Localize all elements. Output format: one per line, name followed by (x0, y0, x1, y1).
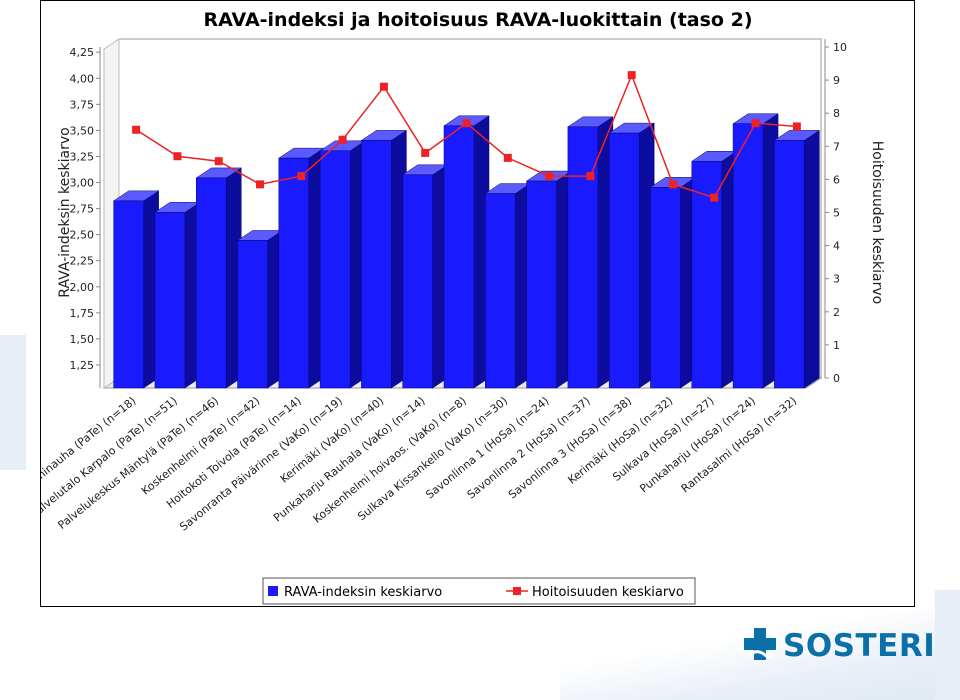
series-point (214, 157, 223, 166)
series-point (792, 122, 801, 131)
bar (402, 174, 433, 389)
series-point (751, 119, 760, 128)
background-decoration-right (935, 590, 960, 700)
background-decoration-left (0, 335, 26, 470)
legend-label: RAVA-indeksin keskiarvo (284, 585, 442, 600)
series-point (421, 148, 430, 157)
series-point (132, 125, 141, 134)
y-tick-label: 1,25 (70, 359, 95, 372)
bar (608, 132, 640, 389)
series-point (297, 172, 306, 181)
y-tick-label: 3,50 (70, 124, 95, 137)
bar (567, 126, 599, 389)
bar (774, 140, 805, 389)
y-tick-label: 4,25 (70, 46, 95, 59)
series-point (545, 172, 554, 181)
y-tick-label: 2,00 (70, 281, 95, 294)
x-tick-label: Sulkava Kissankello (VaKo) (n=30) (355, 394, 510, 523)
series-point (379, 82, 388, 91)
series-point (586, 172, 595, 181)
legend-swatch-bar (268, 586, 278, 596)
bar (154, 212, 186, 389)
y2-tick-label: 5 (833, 207, 840, 220)
y-tick-label: 2,25 (70, 255, 95, 268)
x-tick-label: Punkaharju Rauhala (VaKo) (n=14) (271, 394, 427, 524)
y-tick-label: 3,75 (70, 98, 95, 111)
x-tick-label: Koskenhelmi hoivaos. (VaKo) (n=8) (311, 394, 469, 526)
y2-tick-label: 7 (833, 140, 840, 153)
y2-tick-label: 9 (833, 74, 840, 87)
bar (732, 123, 764, 389)
y-axis-title: RAVA-indeksin keskiarvo (57, 127, 73, 297)
y2-tick-label: 2 (833, 306, 840, 319)
y-tick-label: 4,00 (70, 72, 95, 85)
y2-tick-label: 3 (833, 273, 840, 286)
series-point (627, 71, 636, 80)
y2-tick-label: 8 (833, 107, 840, 120)
y-tick-label: 1,50 (70, 333, 95, 346)
chart-frame: RAVA-indeksi ja hoitoisuus RAVA-luokitta… (40, 0, 915, 607)
series-point (256, 180, 265, 189)
series-point (462, 119, 471, 128)
y-tick-label: 3,00 (70, 177, 95, 190)
chart: RAVA-indeksi ja hoitoisuus RAVA-luokitta… (41, 9, 885, 605)
bar (319, 150, 351, 389)
legend-swatch-point (513, 587, 521, 595)
series-point (173, 152, 182, 161)
legend-box (262, 577, 696, 605)
series-point (710, 193, 719, 202)
bar (443, 125, 475, 389)
y2-axis-title: Hoitoisuuden keskiarvo (869, 141, 885, 305)
y-tick-label: 3,25 (70, 150, 95, 163)
bar-side (804, 129, 820, 389)
bar (195, 177, 227, 389)
bar (361, 140, 392, 389)
y-tick-label: 2,50 (70, 229, 95, 242)
series-point (668, 180, 677, 189)
sosteri-logo: SOSTERI (743, 624, 935, 668)
legend-label: Hoitoisuuden keskiarvo (532, 585, 684, 600)
bar (650, 187, 681, 389)
series-point (338, 135, 347, 144)
y2-tick-label: 4 (833, 240, 840, 253)
bar (113, 200, 144, 389)
bar (485, 193, 516, 389)
medical-cross-icon (744, 628, 776, 660)
chart-title: RAVA-indeksi ja hoitoisuus RAVA-luokitta… (203, 9, 752, 31)
bar (526, 180, 557, 389)
bar (278, 157, 310, 389)
logo-text: SOSTERI (783, 628, 936, 664)
y2-tick-label: 6 (833, 173, 840, 186)
series-point (503, 153, 512, 162)
y2-tick-label: 10 (833, 41, 847, 54)
y2-tick-label: 0 (833, 372, 840, 385)
y2-tick-label: 1 (833, 339, 840, 352)
y-tick-label: 1,75 (70, 307, 95, 320)
y-tick-label: 2,75 (70, 203, 95, 216)
bar (237, 240, 268, 389)
